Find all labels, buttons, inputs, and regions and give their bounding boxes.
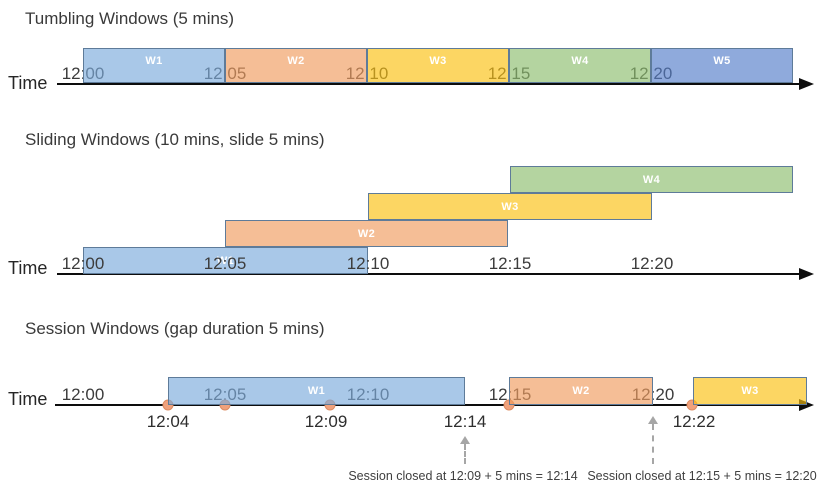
- tick-label-1215: 12:15: [488, 254, 532, 273]
- tick-label-1210: 12:10: [346, 254, 390, 273]
- time-axis-line: [55, 404, 800, 406]
- session-annotation-text: Session closed at 12:09 + 5 mins = 12:14: [348, 469, 578, 483]
- time-axis-label: Time: [8, 73, 48, 93]
- window-block-w3: W3: [693, 377, 807, 405]
- window-block-w1: W1: [168, 377, 465, 405]
- time-axis-label: Time: [8, 389, 48, 409]
- annotation-dashed-line: [464, 444, 466, 464]
- event-time-label-1222: 12:22: [672, 412, 716, 431]
- annotation-up-arrow-icon: [460, 436, 470, 444]
- window-block-w3: W3: [368, 193, 652, 220]
- window-label: W1: [216, 254, 235, 267]
- session-section-title: Session Windows (gap duration 5 mins): [25, 319, 325, 338]
- window-block-w2: W2: [225, 220, 508, 247]
- event-time-label-1214: 12:14: [443, 412, 487, 431]
- window-label: W2: [572, 385, 590, 397]
- window-label: W1: [307, 385, 326, 397]
- axis-arrowhead-icon: [799, 268, 814, 280]
- tumbling-section-title: Tumbling Windows (5 mins): [25, 9, 235, 28]
- window-label: W1: [145, 55, 163, 67]
- window-label: W4: [571, 55, 589, 67]
- time-axis-line: [57, 273, 800, 275]
- window-label: W3: [501, 200, 519, 213]
- window-label: W4: [642, 173, 661, 186]
- event-dot: [686, 399, 698, 411]
- window-block-w5: W5: [651, 48, 793, 83]
- time-axis-line: [57, 83, 800, 85]
- axis-arrowhead-icon: [799, 78, 814, 90]
- window-label: W3: [741, 385, 759, 397]
- event-time-label-1209: 12:09: [304, 412, 348, 431]
- window-label: W2: [287, 55, 305, 67]
- tick-label-1200: 12:00: [61, 254, 105, 273]
- window-block-w1: W1: [83, 48, 225, 83]
- window-block-w4: W4: [510, 166, 793, 193]
- window-block-w2: W2: [225, 48, 367, 83]
- tick-label-1220: 12:20: [630, 254, 674, 273]
- window-block-w1: W1: [83, 247, 368, 274]
- window-block-w4: W4: [509, 48, 651, 83]
- annotation-dashed-line: [652, 424, 654, 464]
- annotation-up-arrow-icon: [648, 416, 658, 424]
- window-label: W2: [357, 227, 376, 240]
- window-label: W3: [429, 55, 447, 67]
- tick-label-1200: 12:00: [61, 385, 105, 404]
- event-time-label-1204: 12:04: [146, 412, 190, 431]
- time-axis-label: Time: [8, 258, 48, 278]
- window-block-w3: W3: [367, 48, 509, 83]
- window-block-w2: W2: [509, 377, 653, 405]
- window-label: W5: [713, 55, 731, 67]
- sliding-section-title: Sliding Windows (10 mins, slide 5 mins): [25, 130, 325, 149]
- session-annotation-text: Session closed at 12:15 + 5 mins = 12:20: [587, 469, 817, 483]
- tick-label-1205: 12:05: [203, 254, 247, 273]
